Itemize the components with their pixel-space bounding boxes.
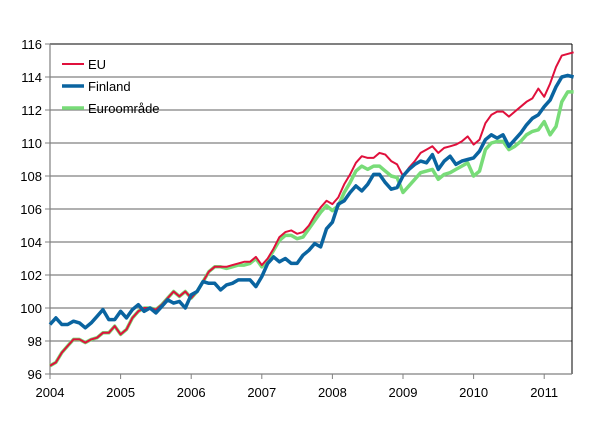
series-lines [48, 51, 575, 368]
y-tick-label: 110 [21, 136, 42, 151]
y-tick-label: 114 [21, 70, 42, 85]
y-tick-label: 98 [28, 334, 42, 349]
x-tick-label: 2006 [177, 385, 206, 400]
legend: EU Finland Euroområde [62, 57, 160, 116]
legend-label: Finland [88, 79, 131, 94]
y-tick-label: 96 [28, 367, 42, 382]
x-tick-label: 2011 [530, 385, 558, 400]
x-tick-label: 2010 [459, 385, 488, 400]
series-line-eu [49, 51, 574, 367]
y-tick-label: 102 [20, 268, 42, 283]
y-tick-label: 108 [20, 169, 42, 184]
x-tick-label: 2005 [106, 385, 135, 400]
x-tick-label: 2007 [247, 385, 276, 400]
x-axis: 2004 2005 2006 2007 2008 2009 2010 2011 [36, 373, 572, 400]
y-tick-label: 112 [21, 103, 42, 118]
y-tick-label: 100 [20, 301, 42, 316]
legend-label: Euroområde [88, 101, 160, 116]
y-axis: 96 98 100 102 104 106 108 110 112 114 116 [20, 37, 51, 382]
y-tick-label: 106 [20, 202, 42, 217]
legend-label: EU [88, 57, 106, 72]
y-tick-label: 116 [21, 37, 42, 52]
x-tick-label: 2009 [389, 385, 418, 400]
y-tick-label: 104 [20, 235, 42, 250]
x-tick-label: 2004 [36, 385, 65, 400]
x-tick-label: 2008 [318, 385, 347, 400]
series-line-finland [48, 73, 575, 330]
